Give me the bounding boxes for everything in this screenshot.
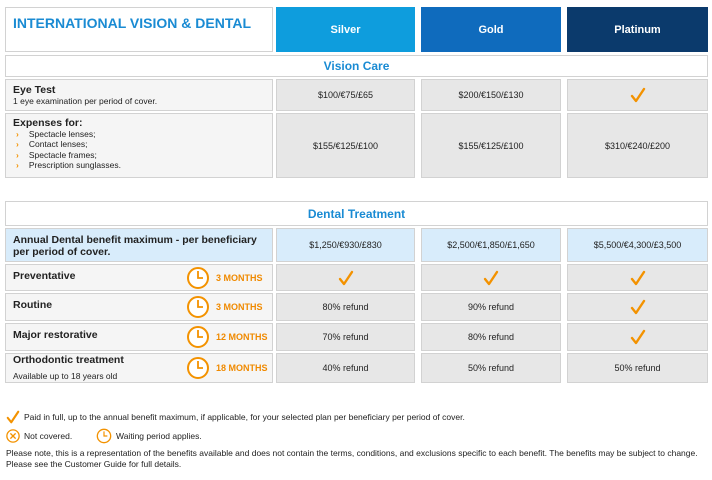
- title: INTERNATIONAL VISION & DENTAL: [5, 7, 273, 52]
- cell: 70% refund: [276, 323, 415, 351]
- bullet: ›: [16, 128, 19, 139]
- clock: [186, 266, 210, 290]
- wait-text: 3 MONTHS: [216, 272, 263, 283]
- list-item: › Spectacle frames;: [13, 150, 265, 161]
- note: Please note, this is a representation of…: [6, 448, 698, 469]
- list-item: › Spectacle lenses;: [13, 129, 265, 140]
- item-text: Contact lenses;: [28, 139, 88, 149]
- cell: [421, 264, 561, 291]
- cell: 50% refund: [567, 353, 708, 383]
- cell: 80% refund: [421, 323, 561, 351]
- row-label: Expenses for: › Spectacle lenses; › Contact…: [5, 113, 273, 178]
- check: [483, 270, 499, 286]
- label: Orthodontic treatment: [13, 354, 124, 366]
- list-item: › Contact lenses;: [13, 139, 265, 150]
- cell: [567, 293, 708, 321]
- plan: Platinum: [567, 7, 708, 52]
- section-title: Dental Treatment: [5, 201, 708, 226]
- row-label: Preventative: [5, 264, 273, 291]
- wait-text: 3 MONTHS: [216, 302, 263, 312]
- wait-text: 12 MONTHS: [216, 332, 268, 342]
- cell: [567, 323, 708, 351]
- check: [630, 299, 646, 315]
- cell: 90% refund: [421, 293, 561, 321]
- label: Routine: [13, 299, 53, 311]
- item-text: Prescription sunglasses.: [28, 160, 121, 170]
- item-text: Spectacle frames;: [28, 149, 97, 160]
- item-text: Spectacle lenses;: [28, 128, 96, 139]
- clock: [186, 295, 210, 319]
- clock: [186, 356, 210, 380]
- legend-text: Not covered.: [24, 431, 73, 441]
- cell: $310/€240/£200: [567, 113, 708, 178]
- row-label: Major restorative: [5, 323, 273, 351]
- label: Expenses for:: [13, 117, 83, 129]
- plan: Silver: [276, 7, 415, 52]
- row-label: Annual Dental benefit maximum - per bene…: [5, 228, 273, 262]
- check: [630, 87, 646, 103]
- legend-item: Not covered.: [6, 429, 72, 443]
- list: › Spectacle lenses; › Contact lenses; › Spect…: [13, 129, 265, 171]
- wait-text: 18 MONTHS: [216, 363, 268, 373]
- cell: $155/€125/£100: [276, 113, 415, 178]
- list-item: › Prescription sunglasses.: [13, 160, 265, 171]
- bullet: ›: [16, 149, 19, 160]
- legend-text: Waiting period applies.: [116, 431, 202, 441]
- cell: $100/€75/£65: [276, 79, 415, 111]
- waiting-period: 18 MONTHS: [186, 353, 268, 383]
- row-label: Orthodontic treatment Available up to 18 …: [5, 353, 273, 383]
- section-title: Vision Care: [5, 55, 708, 77]
- label: Major restorative: [13, 329, 98, 341]
- sub: Available up to 18 years old: [13, 371, 118, 381]
- check: [630, 270, 646, 286]
- cell: [276, 264, 415, 291]
- cell: 80% refund: [276, 293, 415, 321]
- bullet: ›: [16, 160, 19, 170]
- legend-item: Waiting period applies.: [96, 428, 202, 444]
- cell: [567, 79, 708, 111]
- waiting-period: 12 MONTHS: [186, 323, 268, 351]
- cell: $200/€150/£130: [421, 79, 561, 111]
- cell: $2,500/€1,850/£1,650: [421, 228, 561, 262]
- legend-item: Paid in full, up to the annual benefit m…: [6, 410, 465, 424]
- cell: $1,250/€930/£830: [276, 228, 415, 262]
- clock: [186, 325, 210, 349]
- row-label: Eye Test 1 eye examination per period of…: [5, 79, 273, 111]
- cell: 50% refund: [421, 353, 561, 383]
- waiting-period: 3 MONTHS: [186, 264, 263, 291]
- cell: $155/€125/£100: [421, 113, 561, 178]
- label: Preventative: [13, 269, 76, 282]
- cell: 40% refund: [276, 353, 415, 383]
- row-label: Routine: [5, 293, 273, 321]
- waiting-period: 3 MONTHS: [186, 293, 263, 321]
- legend-text: Paid in full, up to the annual benefit m…: [24, 412, 465, 422]
- cell: [567, 264, 708, 291]
- label: Eye Test: [13, 84, 56, 96]
- check: [338, 270, 354, 286]
- plan: Gold: [421, 7, 561, 52]
- label: Annual Dental benefit maximum - per bene…: [13, 234, 257, 258]
- bullet: ›: [16, 139, 19, 149]
- check: [630, 329, 646, 345]
- cell: $5,500/€4,300/£3,500: [567, 228, 708, 262]
- sub: 1 eye examination per period of cover.: [13, 96, 158, 106]
